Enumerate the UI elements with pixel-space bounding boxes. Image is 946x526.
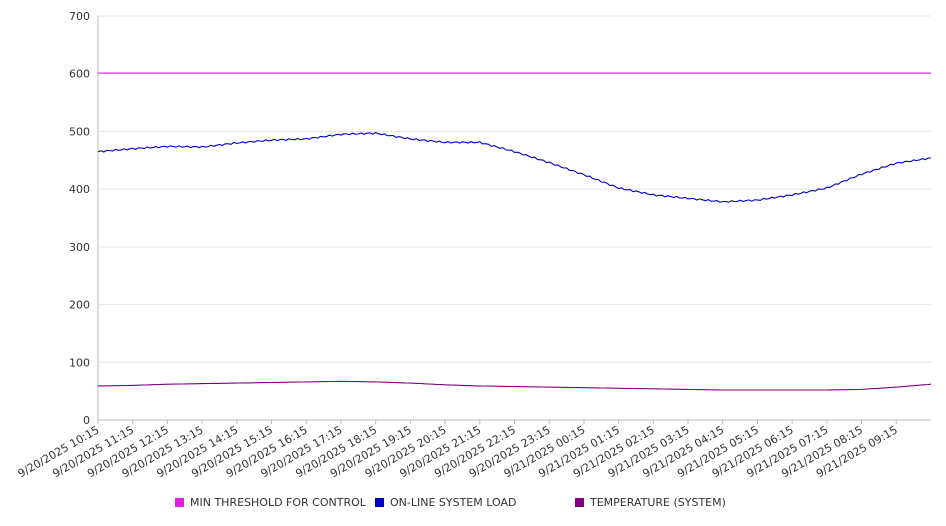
legend-label-system-load: ON-LINE SYSTEM LOAD bbox=[390, 496, 517, 509]
series-line-temperature bbox=[98, 380, 932, 391]
y-tick-label: 100 bbox=[69, 356, 90, 369]
legend-label-threshold: MIN THRESHOLD FOR CONTROL bbox=[190, 496, 366, 509]
legend-swatch-temperature bbox=[575, 498, 584, 507]
y-tick-label: 200 bbox=[69, 299, 90, 312]
y-tick-label: 400 bbox=[69, 183, 90, 196]
x-tick-labels: 9/20/2025 10:159/20/2025 11:159/20/2025 … bbox=[16, 423, 900, 480]
grid-lines bbox=[98, 15, 931, 363]
legend: MIN THRESHOLD FOR CONTROL ON-LINE SYSTEM… bbox=[0, 496, 946, 516]
y-tick-label: 500 bbox=[69, 125, 90, 138]
series-lines bbox=[97, 72, 932, 391]
y-tick-label: 700 bbox=[69, 10, 90, 23]
y-tick-label: 600 bbox=[69, 68, 90, 81]
axes bbox=[97, 16, 931, 424]
legend-swatch-threshold bbox=[175, 498, 184, 507]
series-line-system-load bbox=[97, 131, 932, 203]
legend-item-system-load[interactable]: ON-LINE SYSTEM LOAD bbox=[375, 496, 516, 509]
y-tick-label: 0 bbox=[83, 414, 90, 427]
y-tick-label: 300 bbox=[69, 241, 90, 254]
legend-label-temperature: TEMPERATURE (SYSTEM) bbox=[590, 496, 726, 509]
legend-item-temperature[interactable]: TEMPERATURE (SYSTEM) bbox=[575, 496, 726, 509]
legend-item-threshold[interactable]: MIN THRESHOLD FOR CONTROL bbox=[175, 496, 366, 509]
legend-swatch-system-load bbox=[375, 498, 384, 507]
y-tick-labels: 0 100 200 300 400 500 600 700 bbox=[69, 10, 90, 427]
